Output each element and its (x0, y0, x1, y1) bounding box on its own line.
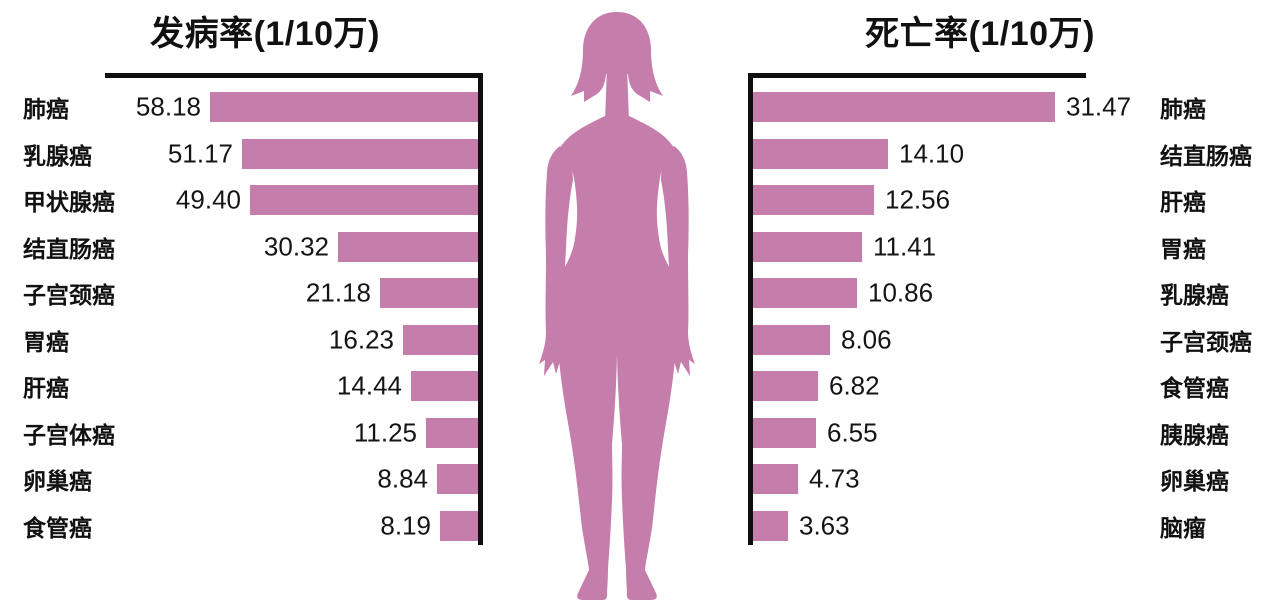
incidence-rows: 肺癌 58.18 乳腺癌 51.17 甲状腺癌 49.40 结直肠癌 30.32 子宫颈癌 21.… (0, 84, 478, 554)
bar (753, 138, 888, 169)
chart-row: 胃癌 11.41 (753, 224, 1280, 271)
bar (753, 185, 874, 215)
category-label: 胃癌 (1160, 235, 1206, 262)
female-body-shape (539, 12, 695, 600)
bar (338, 231, 478, 262)
female-body-silhouette (539, 12, 695, 600)
value-label: 12.56 (885, 184, 951, 215)
bar (753, 324, 830, 355)
chart-row: 乳腺癌 10.86 (753, 270, 1280, 317)
bar (210, 92, 478, 122)
value-label: 8.19 (380, 510, 431, 541)
bar (426, 417, 478, 448)
value-label: 14.44 (336, 370, 402, 401)
incidence-top-axis (105, 73, 483, 78)
chart-row: 乳腺癌 51.17 (0, 131, 478, 178)
bar (753, 231, 862, 262)
value-label: 21.18 (305, 277, 371, 308)
bar (403, 324, 478, 355)
chart-row: 卵巢癌 8.84 (0, 456, 478, 503)
bar (380, 278, 478, 308)
bar (753, 464, 798, 494)
chart-row: 胰腺癌 6.55 (753, 410, 1280, 457)
category-label: 子宫颈癌 (23, 282, 115, 309)
bar (753, 92, 1055, 122)
mortality-chart-title: 死亡率(1/10万) (865, 15, 1095, 53)
bar (753, 371, 818, 401)
category-label: 子宫体癌 (23, 421, 115, 448)
category-label: 子宫颈癌 (1160, 328, 1252, 355)
value-label: 4.73 (809, 463, 860, 494)
chart-row: 甲状腺癌 49.40 (0, 177, 478, 224)
chart-row: 卵巢癌 4.73 (753, 456, 1280, 503)
chart-row: 结直肠癌 30.32 (0, 224, 478, 271)
chart-row: 结直肠癌 14.10 (753, 131, 1280, 178)
category-label: 卵巢癌 (23, 468, 92, 495)
chart-row: 子宫颈癌 21.18 (0, 270, 478, 317)
chart-row: 胃癌 16.23 (0, 317, 478, 364)
incidence-baseline-axis (478, 73, 483, 545)
chart-row: 食管癌 6.82 (753, 363, 1280, 410)
mortality-baseline-axis (748, 73, 753, 545)
bar (411, 371, 478, 401)
incidence-chart: 发病率(1/10万) 肺癌 58.18 乳腺癌 51.17 甲状腺癌 49.40 结直肠癌 3… (0, 0, 483, 614)
value-label: 14.10 (899, 138, 965, 169)
value-label: 6.55 (827, 417, 878, 448)
chart-row: 肺癌 31.47 (753, 84, 1280, 131)
bar (437, 464, 478, 494)
value-label: 31.47 (1066, 91, 1132, 122)
category-label: 卵巢癌 (1160, 468, 1229, 495)
category-label: 胰腺癌 (1160, 421, 1229, 448)
chart-row: 脑瘤 3.63 (753, 503, 1280, 550)
bar (753, 278, 857, 308)
category-label: 结直肠癌 (1160, 142, 1252, 169)
category-label: 肝癌 (1160, 189, 1206, 216)
mortality-top-axis (748, 73, 1086, 78)
value-label: 11.41 (873, 231, 937, 262)
value-label: 16.23 (328, 324, 394, 355)
category-label: 胃癌 (23, 328, 69, 355)
category-label: 食管癌 (23, 514, 92, 541)
value-label: 8.84 (377, 463, 428, 494)
value-label: 8.06 (841, 324, 892, 355)
chart-row: 肺癌 58.18 (0, 84, 478, 131)
chart-row: 子宫颈癌 8.06 (753, 317, 1280, 364)
value-label: 58.18 (135, 91, 201, 122)
value-label: 3.63 (799, 510, 850, 541)
category-label: 食管癌 (1160, 375, 1229, 402)
category-label: 结直肠癌 (23, 235, 115, 262)
value-label: 30.32 (263, 231, 329, 262)
category-label: 乳腺癌 (23, 142, 92, 169)
value-label: 10.86 (868, 277, 934, 308)
category-label: 甲状腺癌 (23, 189, 115, 216)
value-label: 51.17 (167, 138, 233, 169)
category-label: 肝癌 (23, 375, 69, 402)
category-label: 肺癌 (1160, 96, 1206, 123)
bar (250, 185, 478, 215)
chart-row: 肝癌 14.44 (0, 363, 478, 410)
bar (753, 510, 788, 541)
chart-row: 食管癌 8.19 (0, 503, 478, 550)
bar (753, 417, 816, 448)
bar (440, 510, 478, 541)
category-label: 乳腺癌 (1160, 282, 1229, 309)
mortality-rows: 肺癌 31.47 结直肠癌 14.10 肝癌 12.56 胃癌 11.41 乳腺癌 10.86 子宫… (753, 84, 1280, 554)
category-label: 肺癌 (23, 96, 69, 123)
value-label: 6.82 (829, 370, 880, 401)
bar (242, 138, 478, 169)
chart-row: 子宫体癌 11.25 (0, 410, 478, 457)
mortality-chart: 死亡率(1/10万) 肺癌 31.47 结直肠癌 14.10 肝癌 12.56 胃癌 11.4… (748, 0, 1280, 614)
value-label: 49.40 (175, 184, 241, 215)
category-label: 脑瘤 (1160, 514, 1206, 541)
chart-row: 肝癌 12.56 (753, 177, 1280, 224)
value-label: 11.25 (353, 417, 417, 448)
incidence-chart-title: 发病率(1/10万) (150, 15, 380, 53)
